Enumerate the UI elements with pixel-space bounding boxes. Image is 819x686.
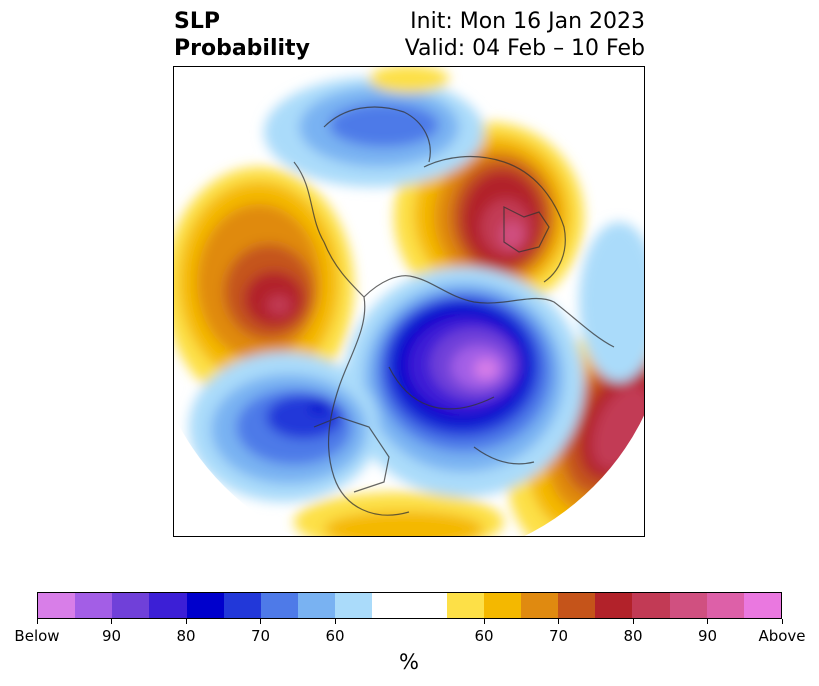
colorbar-tick-label: 80 [623, 627, 643, 645]
colorbar-swatch [335, 593, 373, 618]
colorbar-swatch [186, 593, 224, 618]
colorbar-swatch [743, 593, 782, 618]
colorbar-swatch [669, 593, 707, 618]
colorbar-tick-mark [558, 619, 559, 624]
colorbar-tick-label: 80 [176, 627, 196, 645]
colorbar-tick-mark [781, 619, 783, 624]
colorbar-tick-mark [185, 619, 187, 624]
colorbar-tick-label: Below [14, 627, 60, 645]
init-date: Init: Mon 16 Jan 2023 [410, 9, 645, 34]
colorbar [37, 592, 782, 619]
colorbar-tick-label: Above [758, 627, 806, 645]
colorbar-tick-mark [111, 619, 112, 624]
colorbar-swatch [298, 593, 336, 618]
colorbar-tick-label: 70 [250, 627, 271, 645]
colorbar-tick-mark [707, 619, 708, 624]
colorbar-swatch [260, 593, 299, 618]
colorbar-swatch [558, 593, 596, 618]
title-left: SLP Probability [174, 8, 310, 62]
colorbar-swatch [75, 593, 113, 618]
colorbar-swatch [112, 593, 150, 618]
colorbar-swatch [446, 593, 484, 618]
colorbar-tick-label: 90 [101, 627, 122, 645]
colorbar-tick-mark [632, 619, 634, 624]
colorbar-swatch [595, 593, 633, 618]
probability-map [174, 67, 644, 536]
colorbar-swatch [706, 593, 744, 618]
title-type: Probability [174, 36, 310, 61]
colorbar-tick-mark [260, 619, 261, 624]
colorbar-tick-mark [483, 619, 485, 624]
map-panel [173, 66, 645, 537]
colorbar-swatch [149, 593, 187, 618]
title-variable: SLP [174, 9, 220, 34]
colorbar-swatch [632, 593, 670, 618]
colorbar-swatch [372, 593, 447, 618]
colorbar-swatch [38, 593, 76, 618]
title-right: Init: Mon 16 Jan 2023 Valid: 04 Feb – 10… [405, 8, 645, 62]
colorbar-tick-label: 70 [548, 627, 569, 645]
colorbar-units: % [399, 650, 419, 674]
coastlines [293, 106, 615, 516]
colorbar-swatch [521, 593, 559, 618]
valid-range: Valid: 04 Feb – 10 Feb [404, 36, 645, 61]
colorbar-tick-mark [334, 619, 336, 624]
colorbar-tick-label: 60 [325, 627, 345, 645]
colorbar-swatch [223, 593, 261, 618]
colorbar-tick-mark [36, 619, 38, 624]
colorbar-tick-label: 60 [474, 627, 494, 645]
colorbar-swatch [483, 593, 522, 618]
colorbar-tick-label: 90 [697, 627, 718, 645]
